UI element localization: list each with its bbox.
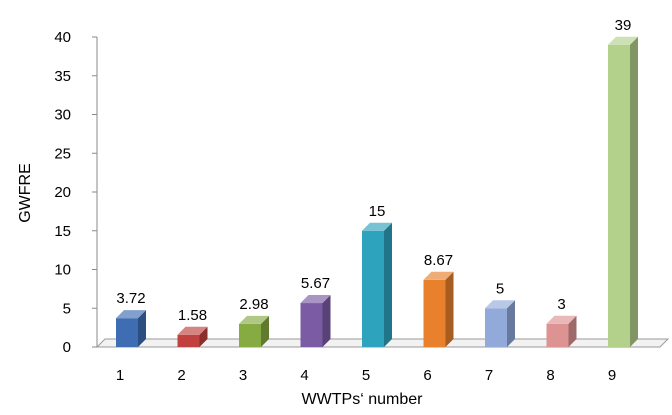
bar-side (445, 271, 454, 347)
bar-front (546, 323, 569, 347)
bar-side (322, 295, 331, 347)
bar-front (608, 44, 630, 347)
x-tick-label: 3 (239, 367, 247, 384)
bar-top (423, 271, 454, 280)
x-tick-label: 6 (423, 367, 431, 384)
y-tick-label: 30 (54, 107, 71, 124)
x-tick-label: 8 (546, 367, 554, 384)
bar-6: 8.67 (423, 252, 454, 347)
bar-1: 3.72 (116, 290, 146, 347)
bar-top (300, 295, 331, 304)
data-label: 8.67 (424, 252, 453, 269)
bar-3: 2.98 (239, 296, 269, 347)
x-tick-label: 2 (177, 367, 185, 384)
data-label: 3 (557, 296, 565, 313)
bar-top (485, 300, 515, 309)
bar-front (423, 279, 446, 347)
bar-front (300, 303, 323, 347)
y-tick-label: 35 (54, 68, 71, 85)
data-label: 2.98 (239, 296, 268, 313)
bar-top (608, 36, 638, 45)
y-tick-label: 5 (63, 300, 71, 317)
bar-side (261, 315, 269, 347)
bar-side (199, 326, 208, 347)
bar-front (239, 323, 261, 347)
bar-4: 5.67 (300, 275, 331, 347)
data-label: 3.72 (116, 290, 145, 307)
x-axis-title: WWTPs‘ number (302, 391, 424, 408)
y-tick-label: 20 (54, 184, 71, 201)
y-tick-labels: 0 5 10 15 20 25 30 35 40 (54, 29, 71, 356)
bar-side (630, 36, 638, 347)
data-label: 1.58 (178, 307, 207, 324)
y-tick-label: 0 (63, 339, 71, 356)
y-tick-label: 10 (54, 262, 71, 279)
bar-side (384, 222, 392, 347)
bar-top (239, 315, 269, 324)
y-axis-title: GWFRE (17, 163, 34, 223)
y-tick-label: 40 (54, 29, 71, 46)
bar-2: 1.58 (177, 307, 208, 347)
bar-7: 5 (485, 280, 515, 347)
bars: 3.72 1.58 2.98 5.67 15 8.67 5 3 39 (116, 17, 638, 347)
bar-top (362, 222, 392, 231)
bar-side (507, 300, 515, 347)
bar-front (177, 334, 200, 347)
bar-9: 39 (608, 17, 638, 347)
data-label: 5 (496, 280, 504, 297)
bar-top (116, 310, 146, 319)
x-tick-label: 4 (300, 367, 308, 384)
y-axis (92, 36, 98, 348)
data-label: 15 (369, 203, 386, 220)
bar-side (568, 315, 577, 347)
bar-side (138, 310, 146, 347)
bar-5: 15 (362, 203, 392, 347)
x-tick-label: 9 (608, 367, 616, 384)
bar-top (177, 326, 208, 335)
x-tick-labels: 1 2 3 4 5 6 7 8 9 (116, 367, 616, 384)
bar-front (362, 230, 384, 347)
x-tick-label: 7 (485, 367, 493, 384)
y-tick-label: 25 (54, 145, 71, 162)
x-tick-label: 5 (362, 367, 370, 384)
bar-top (546, 315, 577, 324)
data-label: 39 (615, 17, 632, 34)
x-tick-label: 1 (116, 367, 124, 384)
y-tick-label: 15 (54, 223, 71, 240)
bar-front (116, 318, 138, 347)
bar-8: 3 (546, 296, 577, 347)
bar-front (485, 308, 507, 347)
data-label: 5.67 (301, 275, 330, 292)
